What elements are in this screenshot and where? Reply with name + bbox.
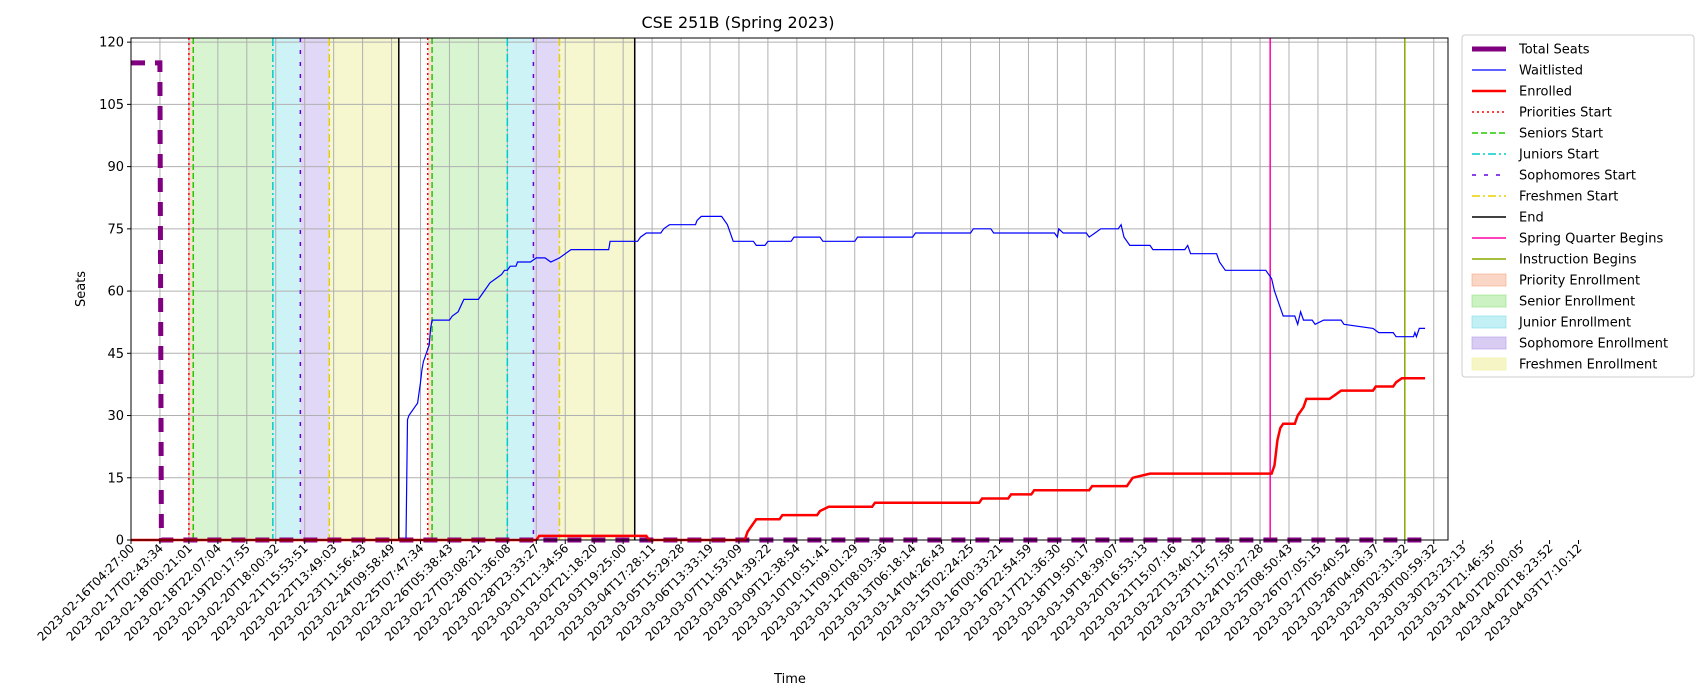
priority-enrollment-span [427,38,433,540]
legend-label-waitlisted: Waitlisted [1519,64,1583,79]
x-axis-ticks: 2023-02-16T04:27:002023-02-17T02:43:3420… [35,540,1585,644]
legend-label-juniors-start: Juniors Start [1518,148,1599,163]
legend-label-seniors-start: Seniors Start [1519,127,1603,142]
legend-item-senior-enrollment: Senior Enrollment [1471,294,1635,310]
priority-enrollment-span [188,38,194,540]
chart-title: CSE 251B (Spring 2023) [641,13,834,32]
legend-label-end: End [1519,211,1544,226]
legend-label-sophomore-enrollment: Sophomore Enrollment [1519,337,1668,352]
plot-frame [130,37,1449,541]
y-tick-label: 90 [107,160,124,175]
enrollment-period-spans [188,38,635,540]
y-axis-ticks: 0 15 30 45 60 75 90 105 120 [99,36,131,549]
legend-item-freshmen-start: Freshmen Start [1472,190,1618,205]
y-tick-label: 45 [107,347,124,362]
legend-item-waitlisted: Waitlisted [1472,64,1583,79]
legend: Total Seats Waitlisted Enrolled Priorities … [1461,34,1695,378]
legend-label-junior-enrollment: Junior Enrollment [1518,316,1631,331]
senior-enrollment-span [193,38,273,540]
legend-label-freshmen-enrollment: Freshmen Enrollment [1519,358,1657,373]
legend-swatch-junior-enrollment [1471,315,1507,329]
legend-item-junior-enrollment: Junior Enrollment [1471,315,1631,331]
legend-swatch-senior-enrollment [1471,294,1507,308]
legend-label-spring-quarter-begins: Spring Quarter Begins [1519,232,1663,247]
legend-item-enrolled: Enrolled [1472,85,1572,100]
legend-label-total-seats: Total Seats [1518,43,1590,58]
legend-label-freshmen-start: Freshmen Start [1519,190,1618,205]
enrolled-series-line [131,376,1426,542]
y-tick-label: 120 [99,36,124,51]
legend-item-priority-enrollment: Priority Enrollment [1471,273,1640,289]
legend-swatch-freshmen-enrollment [1471,357,1507,371]
junior-enrollment-span [272,38,301,540]
y-axis-label: Seats [74,271,89,307]
legend-swatch-sophomore-enrollment [1471,336,1507,350]
legend-item-juniors-start: Juniors Start [1472,148,1599,163]
y-tick-label: 60 [107,285,124,300]
legend-item-seniors-start: Seniors Start [1472,127,1603,142]
y-tick-label: 15 [107,471,124,486]
x-axis-label: Time [773,672,806,687]
legend-item-spring-quarter-begins: Spring Quarter Begins [1472,232,1663,247]
legend-item-total-seats: Total Seats [1472,43,1590,58]
event-vertical-lines [188,38,1406,540]
legend-label-enrolled: Enrolled [1519,85,1572,100]
legend-item-freshmen-enrollment: Freshmen Enrollment [1471,357,1657,373]
legend-label-senior-enrollment: Senior Enrollment [1519,295,1635,310]
legend-item-sophomores-start: Sophomores Start [1472,169,1636,184]
y-tick-label: 30 [107,409,124,424]
legend-box [1461,34,1695,378]
y-tick-label: 105 [99,98,124,113]
y-tick-label: 75 [107,222,124,237]
sophomore-enrollment-span [533,38,560,540]
waitlisted-series-line [131,215,1426,541]
legend-label-instruction-begins: Instruction Begins [1519,253,1637,268]
grid-lines [130,38,1448,541]
legend-swatch-priority-enrollment [1471,273,1507,287]
legend-item-end: End [1472,211,1544,226]
senior-enrollment-span [432,38,508,540]
legend-label-sophomores-start: Sophomores Start [1519,169,1636,184]
freshmen-enrollment-span [559,38,635,540]
freshmen-enrollment-span [329,38,399,540]
legend-label-priority-enrollment: Priority Enrollment [1519,274,1640,289]
y-tick-label: 0 [116,534,124,549]
legend-item-sophomore-enrollment: Sophomore Enrollment [1471,336,1668,352]
legend-item-instruction-begins: Instruction Begins [1472,253,1637,268]
junior-enrollment-span [507,38,534,540]
legend-item-priorities-start: Priorities Start [1472,106,1612,121]
legend-label-priorities-start: Priorities Start [1519,106,1612,121]
